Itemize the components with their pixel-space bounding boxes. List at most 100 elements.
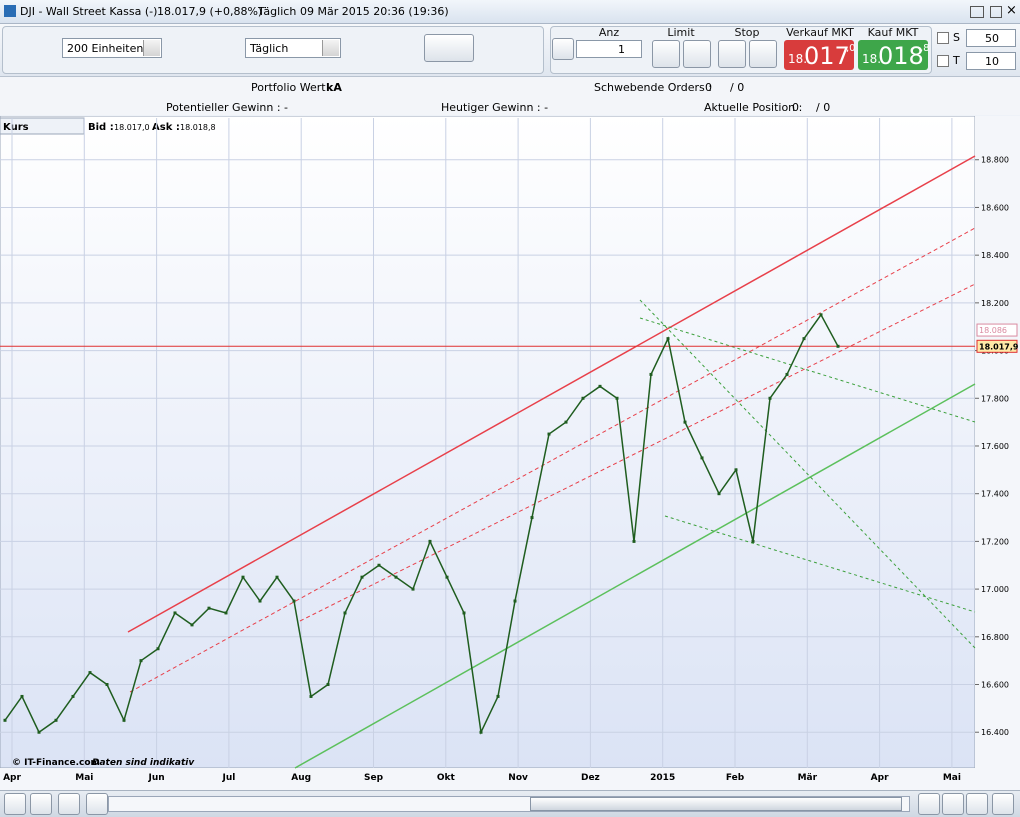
y-tick-label: 17.400 — [981, 490, 1009, 499]
x-tick-label: Aug — [291, 773, 311, 783]
price-point — [547, 432, 551, 436]
price-point — [3, 718, 7, 722]
chart-style-button[interactable] — [424, 34, 474, 62]
zoom-button[interactable] — [918, 793, 940, 815]
bid-value: 18.017,0 — [114, 123, 150, 132]
price-point — [71, 694, 75, 698]
stop-buy-button[interactable] — [718, 40, 746, 68]
chart-name: Kurs — [3, 122, 29, 133]
s-input[interactable]: 50 — [966, 29, 1016, 47]
anz-input[interactable]: 1 — [576, 40, 642, 58]
price-tag — [976, 323, 1018, 337]
price-point — [734, 468, 738, 472]
price-point — [292, 599, 296, 603]
sell-prefix: 18. — [788, 52, 808, 66]
price-point — [190, 623, 194, 627]
price-point — [139, 659, 143, 663]
price-tag — [976, 339, 1018, 353]
title-bar: DJI - Wall Street Kassa (-) 18.017,9 (+0… — [0, 0, 1020, 24]
potential-label: Potentieller Gewinn : - — [166, 101, 289, 114]
sell-main: 017 — [804, 42, 850, 70]
price-point — [632, 539, 636, 543]
price-point — [615, 396, 619, 400]
t-input[interactable]: 10 — [966, 52, 1016, 70]
x-tick-label: Sep — [364, 773, 384, 783]
close-button[interactable]: × — [1006, 3, 1017, 18]
note: Daten sind indikativ — [92, 758, 195, 768]
x-tick-label: Okt — [437, 773, 456, 783]
price-line-series — [4, 313, 839, 735]
price-point — [326, 683, 330, 687]
y-tick-label: 17.000 — [981, 585, 1009, 594]
price-point — [241, 575, 245, 579]
y-tick-label: 17.200 — [981, 537, 1009, 546]
zoom-in-button[interactable] — [966, 793, 988, 815]
x-tick-label: Mai — [75, 773, 93, 783]
sell-button[interactable]: 18. 017 ,0 — [784, 40, 856, 70]
y-tick-label: 16.400 — [981, 728, 1009, 737]
scroll-thumb[interactable] — [530, 797, 902, 811]
y-axis-area — [975, 116, 1020, 768]
position-a: 0 — [792, 101, 799, 114]
y-tick-label: 18.600 — [981, 203, 1009, 212]
restore-button[interactable] — [970, 6, 984, 18]
position-label: Aktuelle Position : — [704, 101, 803, 114]
y-tick-label: 16.600 — [981, 681, 1009, 690]
info-bar: Portfolio Wert : kA Schwebende Orders : … — [0, 77, 1020, 115]
x-tick-label: Apr — [871, 773, 889, 783]
price-point — [445, 575, 449, 579]
s-checkbox[interactable] — [937, 32, 949, 44]
zoom-out-button[interactable] — [992, 793, 1014, 815]
t-label: T — [953, 54, 960, 67]
wrench-button[interactable] — [552, 38, 574, 60]
buy-label: Kauf MKT — [867, 26, 919, 39]
interval-dropdown[interactable]: Täglich — [245, 38, 341, 58]
price-point — [207, 606, 211, 610]
portfolio-value: kA — [326, 81, 342, 94]
units-dropdown[interactable]: 200 Einheiten — [62, 38, 162, 58]
trend-lines — [127, 155, 976, 769]
today-label: Heutiger Gewinn : - — [441, 101, 549, 114]
price-point — [819, 313, 823, 317]
price-point — [309, 694, 313, 698]
tool-button[interactable] — [30, 793, 52, 815]
price-point — [105, 683, 109, 687]
x-tick-label: Jun — [148, 773, 165, 783]
sell-label: Verkauf MKT — [786, 26, 854, 39]
price-point — [360, 575, 364, 579]
x-tick-label: Apr — [3, 773, 21, 783]
buy-button[interactable]: 18. 018 ,8 — [858, 40, 930, 70]
price-point — [666, 337, 670, 341]
t-checkbox[interactable] — [937, 55, 949, 67]
price-point — [54, 718, 58, 722]
pending-a: 0 — [705, 81, 712, 94]
maximize-button[interactable] — [990, 6, 1002, 18]
tool-button[interactable] — [58, 793, 80, 815]
stop-sell-button[interactable] — [749, 40, 777, 68]
ask-label: Ask : — [152, 122, 180, 133]
price-point — [122, 718, 126, 722]
price-point — [156, 647, 160, 651]
price-tag-label: 18.017,9 — [979, 342, 1019, 351]
price-point — [649, 372, 653, 376]
channel-top — [127, 155, 976, 633]
limit-label: Limit — [667, 26, 695, 39]
plot-area — [0, 116, 976, 769]
bottom-toolbar — [0, 790, 1020, 817]
tool-button[interactable] — [4, 793, 26, 815]
price-point — [751, 539, 755, 543]
limit-sell-button[interactable] — [683, 40, 711, 68]
price-point — [173, 611, 177, 615]
limit-buy-button[interactable] — [652, 40, 680, 68]
app-icon — [4, 5, 16, 17]
s-label: S — [953, 31, 960, 44]
price-point — [428, 539, 432, 543]
timestamp: 09 Mär 2015 20:36 (19:36) — [300, 5, 449, 18]
anz-label: Anz — [598, 26, 620, 39]
price-point — [224, 611, 228, 615]
tool-button[interactable] — [86, 793, 108, 815]
trend-dash-3 — [664, 515, 976, 613]
x-tick-label: Jul — [221, 773, 235, 783]
zoom-button[interactable] — [942, 793, 964, 815]
